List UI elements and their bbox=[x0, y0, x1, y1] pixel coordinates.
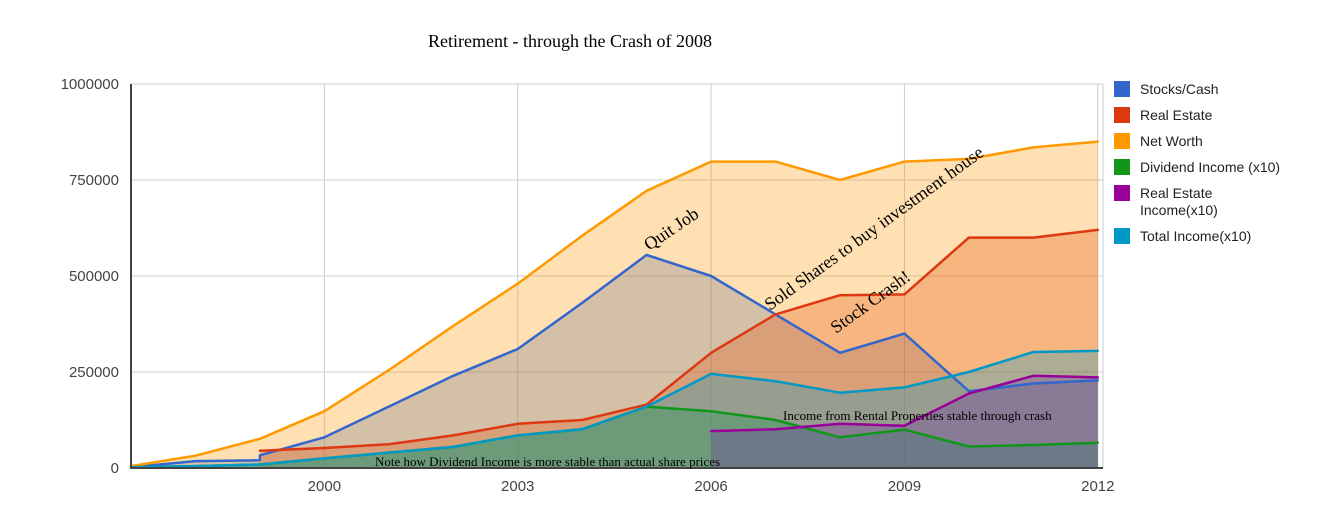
legend-label: Dividend Income (x10) bbox=[1140, 159, 1281, 175]
line-net-worth bbox=[129, 140, 1100, 468]
legend-item-net-worth: Net Worth bbox=[1114, 133, 1320, 150]
legend-label: Real Estate bbox=[1140, 185, 1213, 201]
legend-item-stocks-cash: Stocks/Cash bbox=[1114, 81, 1320, 98]
x-tick-label: 2012 bbox=[1081, 478, 1114, 495]
y-tick-label: 0 bbox=[111, 460, 119, 477]
legend-label: Net Worth bbox=[1140, 133, 1203, 149]
area-total-income-x10- bbox=[131, 350, 1098, 468]
y-tick-label: 1000000 bbox=[61, 76, 119, 93]
line-real-estate-income-x10- bbox=[709, 374, 1100, 433]
x-tick-label: 2006 bbox=[694, 478, 727, 495]
legend-item-dividend-income: Dividend Income (x10) bbox=[1114, 159, 1320, 176]
x-tick-label: 2003 bbox=[501, 478, 534, 495]
legend-swatch bbox=[1114, 185, 1130, 201]
y-tick-label: 500000 bbox=[69, 268, 119, 285]
line-real-estate bbox=[258, 228, 1100, 452]
legend-label: Real Estate bbox=[1140, 107, 1213, 123]
line-stocks-cash bbox=[129, 253, 1100, 469]
legend-label: Total Income(x10) bbox=[1140, 228, 1252, 244]
legend-swatch bbox=[1114, 159, 1130, 175]
legend-item-real-estate: Real Estate bbox=[1114, 107, 1320, 124]
legend-swatch bbox=[1114, 107, 1130, 123]
annotation-note-how-dividend-income-is-mo: Note how Dividend Income is more stable … bbox=[375, 454, 720, 469]
area-net-worth bbox=[131, 141, 1098, 468]
chart-title: Retirement - through the Crash of 2008 bbox=[428, 31, 712, 51]
legend-swatch bbox=[1114, 228, 1130, 244]
area-dividend-income-x10- bbox=[131, 406, 1098, 468]
legend-item-total-income: Total Income(x10) bbox=[1114, 228, 1320, 245]
annotation-income-from-rental-properties-: Income from Rental Properties stable thr… bbox=[783, 408, 1052, 423]
legend-swatch bbox=[1114, 133, 1130, 149]
area-real-estate bbox=[259, 229, 1098, 468]
x-tick-label: 2009 bbox=[888, 478, 921, 495]
legend-label-line2: Income(x10) bbox=[1140, 202, 1218, 218]
legend: Stocks/Cash Real Estate Net Worth Divide… bbox=[1114, 81, 1320, 254]
legend-swatch bbox=[1114, 81, 1130, 97]
y-tick-label: 250000 bbox=[69, 364, 119, 381]
x-tick-label: 2000 bbox=[308, 478, 341, 495]
legend-label: Stocks/Cash bbox=[1140, 81, 1219, 97]
y-tick-label: 750000 bbox=[69, 172, 119, 189]
line-total-income-x10- bbox=[129, 349, 1100, 469]
legend-item-real-estate-income: Real Estate Income(x10) bbox=[1114, 185, 1320, 219]
